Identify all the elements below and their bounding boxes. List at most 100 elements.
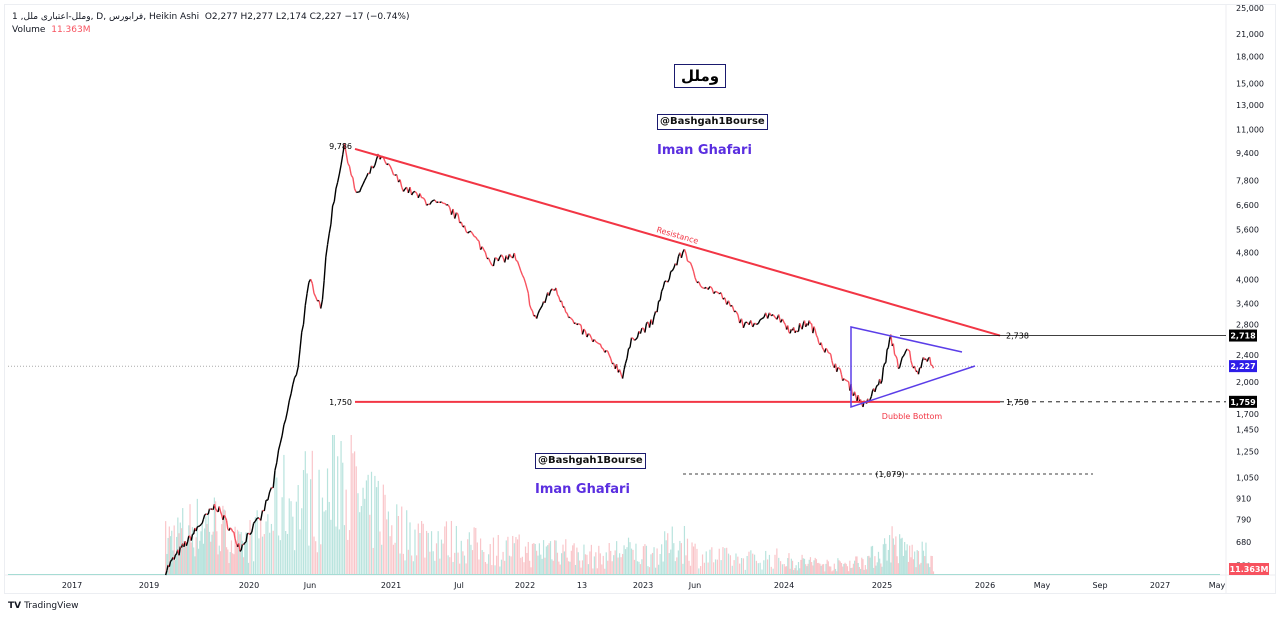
price-segment [292, 377, 296, 385]
y-tick-label: 6,600 [1236, 201, 1259, 210]
volume-bar [529, 560, 531, 575]
y-tick-label: 21,000 [1236, 30, 1264, 39]
volume-bar [797, 561, 800, 575]
price-segment [240, 544, 244, 551]
price-segment [836, 367, 839, 372]
price-segment [715, 290, 718, 293]
volume-bar [820, 565, 822, 575]
price-segment [735, 311, 739, 315]
price-segment [478, 240, 482, 250]
price-segment [233, 531, 236, 539]
price-segment [903, 350, 907, 355]
volume-bar [502, 551, 504, 575]
volume-bar [548, 543, 550, 575]
price-segment [218, 506, 222, 512]
volume-bar [846, 566, 849, 575]
volume-bar [902, 555, 904, 575]
volume-bar [686, 538, 689, 575]
volume-bar [174, 559, 177, 575]
footer: TV TradingView [8, 601, 79, 611]
symbol-watermark: وملل [674, 64, 727, 88]
volume-bar [475, 527, 477, 575]
x-tick-label: 2026 [975, 581, 995, 590]
last-price-tag: 2,227 [1230, 362, 1255, 371]
volume-bar [360, 506, 362, 575]
price-segment [589, 334, 593, 339]
volume-bar [569, 561, 571, 575]
volume-bar [662, 561, 664, 575]
brand-name[interactable]: TradingView [24, 601, 79, 611]
volume-bar [365, 480, 368, 575]
volume-tag-bg [1229, 563, 1269, 575]
volume-bar [537, 555, 539, 575]
volume-bar [342, 462, 344, 575]
price-segment [286, 400, 290, 412]
volume-bar [424, 557, 426, 575]
price-segment [387, 163, 391, 167]
double-bottom-label: Dubble Bottom [882, 412, 943, 421]
volume-bar [389, 536, 391, 575]
volume-bar [624, 549, 627, 575]
price-segment [691, 266, 695, 272]
volume-bar [862, 559, 864, 575]
volume-bar [814, 557, 816, 575]
price-segment [808, 320, 812, 324]
volume-bar [653, 547, 655, 575]
volume-bar [869, 557, 871, 575]
price-segment [768, 312, 772, 317]
tradingview-logo-icon[interactable]: TV [8, 601, 22, 611]
price-segment [752, 322, 756, 328]
price-segment [885, 349, 888, 363]
volume-bar [570, 550, 572, 575]
price-segment [583, 328, 587, 332]
volume-bar [547, 545, 549, 575]
price-segment [794, 330, 797, 334]
volume-bar [225, 547, 228, 575]
volume-bar [558, 561, 560, 575]
volume-bar [586, 554, 588, 575]
volume-bar [839, 561, 841, 575]
price-segment [389, 165, 393, 171]
volume-bar [352, 453, 354, 575]
price-segment [906, 348, 909, 351]
support-price-tag-bg [1229, 395, 1257, 408]
volume-bar [325, 510, 327, 575]
volume-bar [542, 540, 545, 575]
price-segment [306, 282, 310, 294]
volume-bar [567, 561, 570, 575]
price-segment [727, 300, 732, 307]
volume-bar [494, 565, 496, 575]
volume-baseline [8, 574, 1220, 575]
price-segment [260, 510, 264, 521]
price-segment [700, 285, 704, 289]
price-segment [279, 435, 283, 444]
volume-bar [515, 537, 517, 575]
y-tick-label: 1,700 [1236, 410, 1259, 419]
price-segment [168, 561, 172, 567]
volume-bar [883, 538, 886, 575]
volume-bar [541, 558, 543, 575]
ohlc-values: O2,277 H2,277 L2,174 C2,227 −17 (−0.74%) [204, 12, 410, 22]
price-segment [869, 396, 872, 400]
price-segment [470, 230, 474, 235]
volume-bar [417, 523, 419, 575]
price-segment [624, 358, 628, 364]
volume-bar [744, 569, 746, 575]
price-segment [537, 310, 541, 314]
price-segment [409, 186, 413, 196]
volume-bar [896, 556, 898, 575]
symbol-name[interactable]: 1 ,وملل-اعتباری ملل, D, فرابورس [12, 12, 144, 22]
price-segment [447, 204, 451, 209]
volume-bar [374, 475, 376, 575]
price-segment [238, 543, 241, 552]
volume-bar [272, 530, 274, 575]
volume-bar [871, 545, 874, 575]
price-segment [696, 281, 700, 284]
price-segment [422, 197, 426, 201]
price-segment [529, 304, 532, 310]
volume-bar [566, 557, 568, 575]
volume-bar [462, 551, 464, 575]
volume-bar [545, 546, 547, 575]
volume-bar [290, 501, 292, 575]
